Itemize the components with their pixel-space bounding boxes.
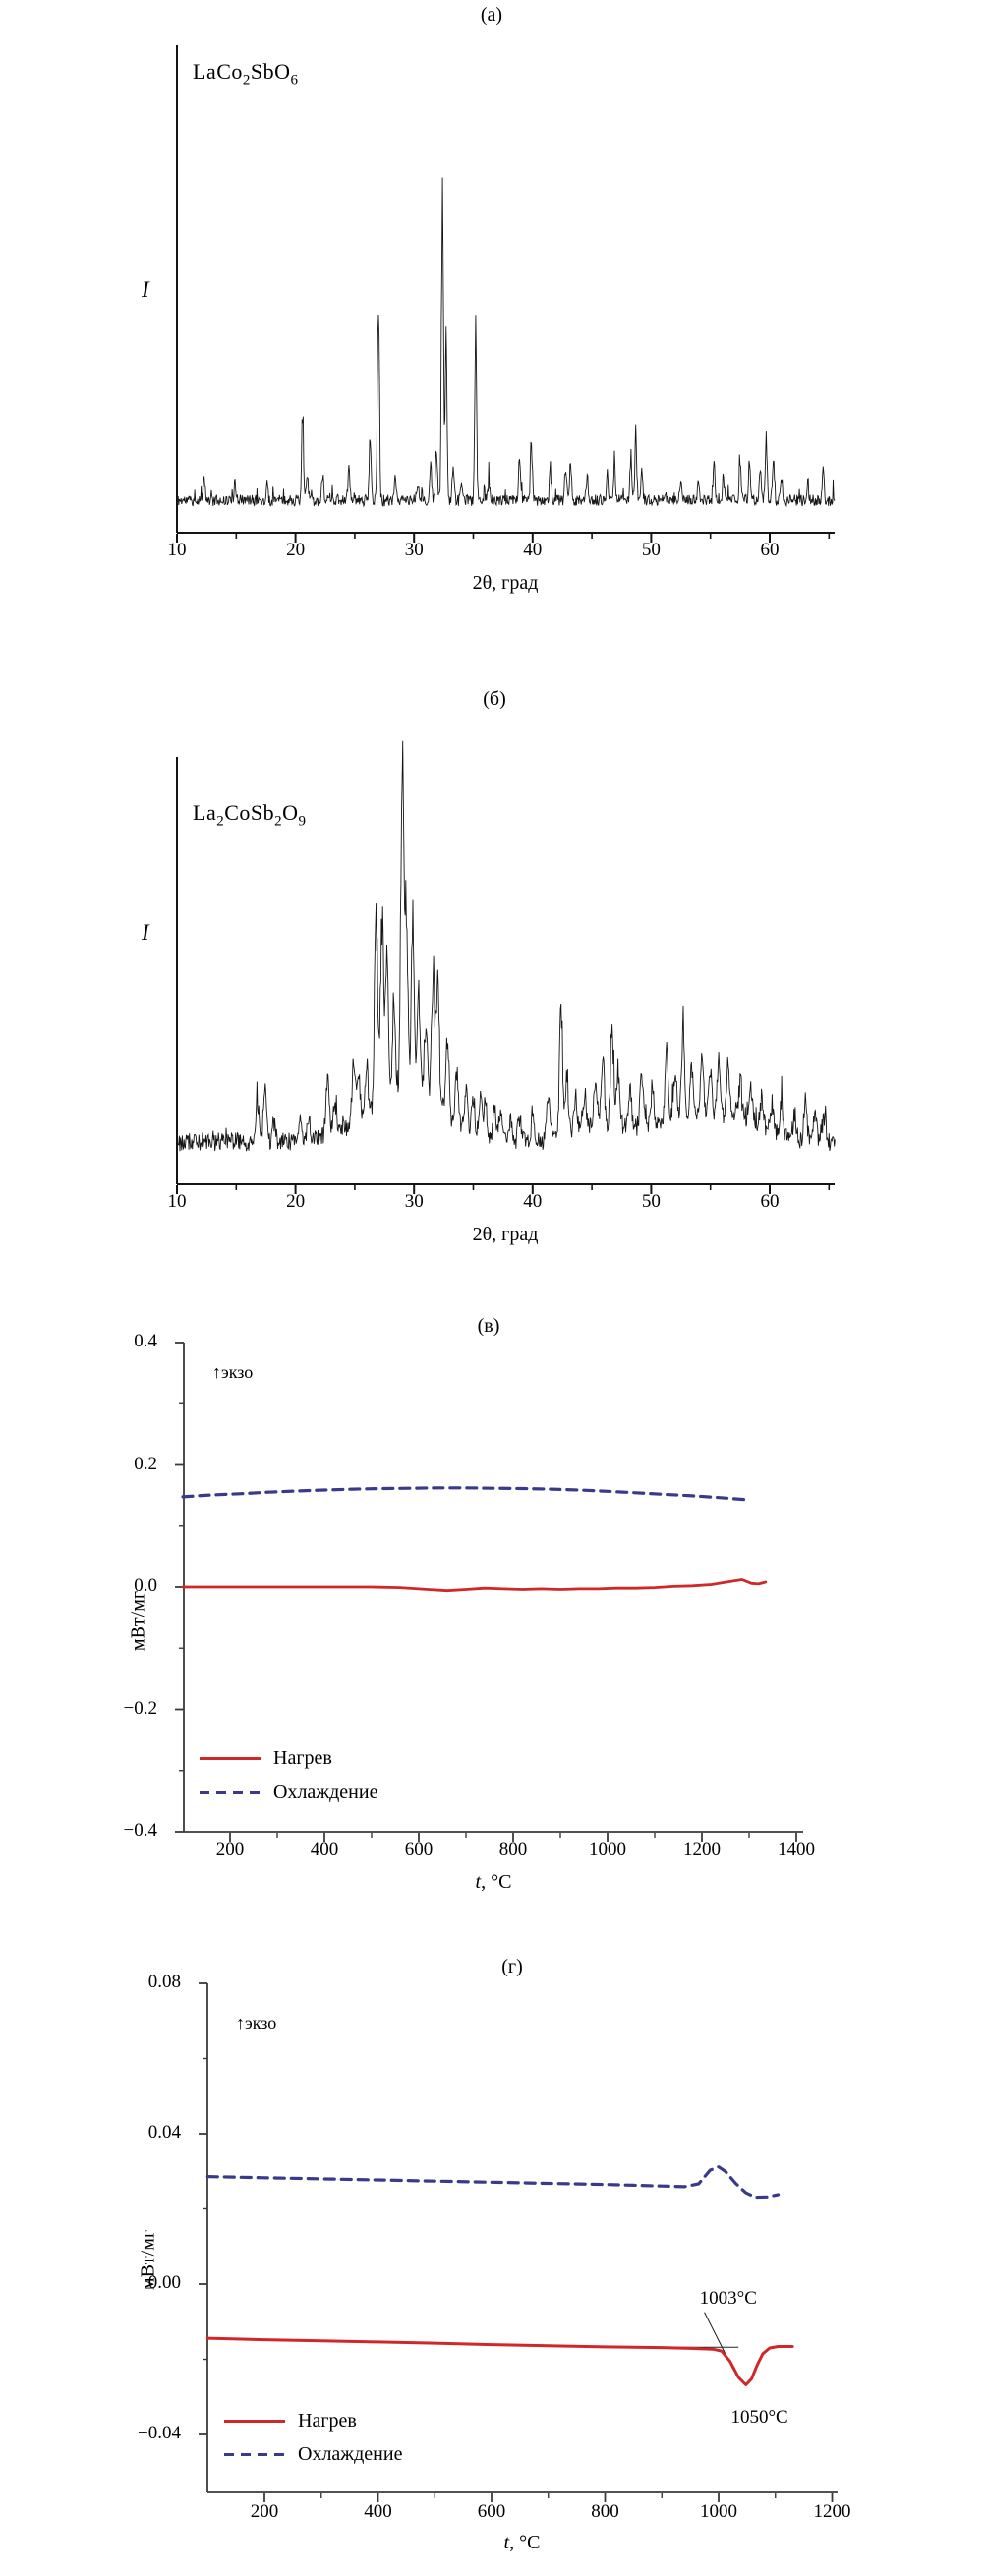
x-tick-label-v-600: 600 (404, 1839, 434, 1860)
x-tick-label-g-600: 600 (477, 2501, 506, 2522)
x-tick-label-b-60: 60 (760, 1191, 780, 1212)
panel-g-title: (г) (501, 1956, 523, 1977)
y-tick-label-v-0.0: 0.0 (134, 1575, 157, 1596)
legend-item-heating: Нагрев (200, 1742, 377, 1775)
x-tick-label-g-800: 800 (591, 2501, 619, 2522)
x-tick-label-b-40: 40 (523, 1191, 543, 1212)
panel-b-ylabel: I (142, 920, 149, 945)
y-tick-label-g-0.04: 0.04 (147, 2122, 181, 2143)
x-tick-label-b-10: 10 (167, 1191, 187, 1212)
y-tick-label-g-0.08: 0.08 (147, 1972, 181, 1992)
x-tick-label-v-1000: 1000 (589, 1839, 626, 1860)
panel-v-xlabel: t, °C (475, 1871, 512, 1893)
panel-a-sample-formula: LaCo2SbO6 (193, 59, 299, 88)
solid-line-sample (224, 2419, 285, 2423)
x-tick-label-b-30: 30 (404, 1191, 424, 1212)
legend-item-heating: Нагрев (224, 2404, 402, 2437)
panel-a-ylabel: I (142, 277, 149, 302)
x-tick-label-g-400: 400 (364, 2501, 392, 2522)
legend-label: Нагрев (273, 1746, 332, 1769)
y-tick-label-g-0.00: 0.00 (147, 2272, 181, 2293)
panel-v-exo-label: ↑экзо (212, 1362, 254, 1382)
y-tick-label-v-−0.4: −0.4 (123, 1820, 157, 1841)
y-tick-label-v-−0.2: −0.2 (123, 1697, 157, 1719)
x-tick-label-b-50: 50 (641, 1191, 661, 1212)
panel-g-exo-label: ↑экзо (236, 2013, 277, 2032)
dashed-line-sample (200, 1790, 261, 1794)
legend-label: Охлаждение (273, 1780, 378, 1803)
solid-line-sample (200, 1756, 261, 1760)
x-tick-label-g-1000: 1000 (700, 2501, 737, 2522)
panel-v-legend: Нагрев Охлаждение (200, 1742, 377, 1808)
panel-b-sample-formula: La2CoSb2O9 (193, 800, 307, 830)
temperature-annotation-1: 1050°C (730, 2406, 788, 2428)
dashed-line-sample (224, 2452, 285, 2456)
x-tick-label-v-200: 200 (215, 1839, 245, 1860)
legend-label: Охлаждение (298, 2442, 403, 2465)
legend-item-cooling: Охлаждение (200, 1775, 377, 1808)
panel-g-legend: Нагрев Охлаждение (224, 2404, 402, 2471)
y-tick-label-g-−0.04: −0.04 (138, 2423, 181, 2443)
panel-v-ylabel: мВт/мг (127, 1590, 149, 1652)
x-tick-label-v-800: 800 (498, 1839, 528, 1860)
temperature-annotation-0: 1003°C (699, 2288, 757, 2310)
x-tick-label-v-1200: 1200 (683, 1839, 721, 1860)
x-tick-label-g-1200: 1200 (813, 2501, 851, 2522)
x-tick-label-v-1400: 1400 (778, 1839, 815, 1860)
x-tick-label-a-60: 60 (760, 540, 780, 560)
x-tick-label-g-200: 200 (250, 2501, 279, 2522)
legend-label: Нагрев (298, 2409, 357, 2432)
x-tick-label-v-400: 400 (310, 1839, 339, 1860)
x-tick-label-a-20: 20 (286, 540, 306, 560)
panel-b-xlabel: 2θ, град (472, 1224, 539, 1245)
y-tick-label-v-0.2: 0.2 (134, 1453, 157, 1474)
panel-g-ylabel: мВт/мг (137, 2229, 159, 2291)
x-tick-label-a-50: 50 (641, 540, 661, 560)
panel-a-title: (а) (480, 4, 503, 26)
panel-v-title: (в) (477, 1315, 500, 1337)
legend-item-cooling: Охлаждение (224, 2437, 402, 2471)
x-tick-label-a-40: 40 (523, 540, 543, 560)
x-tick-label-a-10: 10 (167, 540, 187, 560)
x-tick-label-a-30: 30 (404, 540, 424, 560)
panel-b-title: (б) (483, 688, 506, 710)
y-tick-label-v-0.4: 0.4 (134, 1331, 157, 1351)
x-tick-label-b-20: 20 (286, 1191, 306, 1212)
panel-a-xlabel: 2θ, град (472, 572, 539, 594)
panel-g-xlabel: t, °C (503, 2532, 541, 2553)
